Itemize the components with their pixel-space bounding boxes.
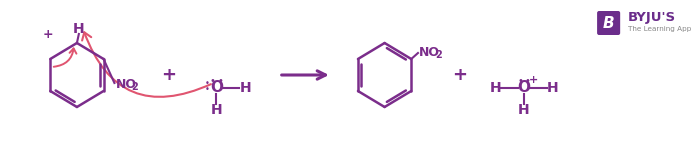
Text: •: • — [205, 80, 210, 89]
Text: NO: NO — [419, 46, 440, 59]
Text: •: • — [217, 76, 223, 86]
Text: O: O — [210, 81, 223, 96]
Text: H: H — [239, 81, 251, 95]
Text: H: H — [547, 81, 559, 95]
Text: O: O — [517, 81, 531, 96]
FancyBboxPatch shape — [597, 11, 620, 35]
Text: H: H — [518, 103, 530, 117]
Text: +: + — [452, 66, 467, 84]
Text: B: B — [603, 15, 615, 30]
Text: 2: 2 — [435, 50, 442, 60]
Text: +: + — [161, 66, 176, 84]
Text: H: H — [211, 103, 222, 117]
Text: +: + — [529, 75, 538, 85]
Text: +: + — [43, 29, 53, 42]
Text: H: H — [489, 81, 501, 95]
Text: 2: 2 — [132, 82, 139, 92]
Text: •: • — [205, 86, 210, 95]
FancyArrowPatch shape — [82, 32, 211, 97]
FancyArrowPatch shape — [54, 48, 76, 67]
Text: •: • — [209, 76, 216, 86]
Text: •: • — [517, 76, 523, 86]
Text: BYJU'S: BYJU'S — [628, 12, 676, 24]
Text: •: • — [525, 76, 531, 86]
Text: NO: NO — [116, 79, 136, 91]
Text: H: H — [73, 22, 85, 36]
Text: The Learning App: The Learning App — [628, 26, 691, 32]
